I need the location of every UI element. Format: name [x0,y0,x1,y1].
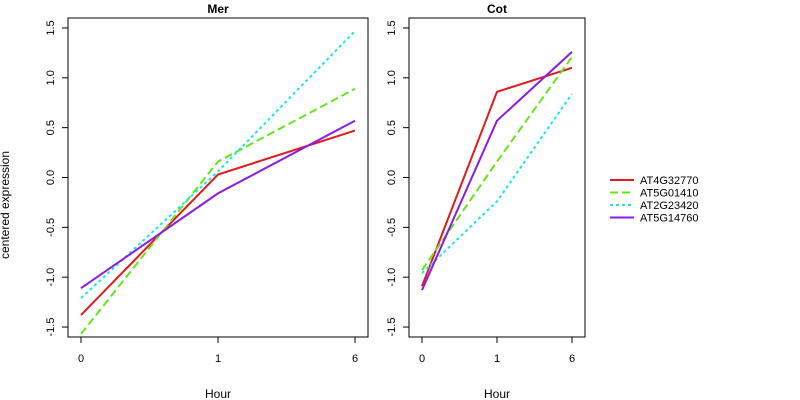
series-line-at4g32770 [421,66,573,287]
legend-label: AT4G32770 [640,175,699,187]
x-tick-label: 6 [569,353,575,365]
y-tick-label: 0.5 [45,120,57,135]
panels: Mer -1.5 -1.0 -0.5 0.0 0.5 1.0 1.5 0 1 6 Hour Cot -1.… [45,2,586,400]
plot-frame [67,17,369,338]
y-tick-label: 1.5 [386,20,398,35]
y-tick-label: 0.0 [45,170,57,185]
y-axis-label: centered expression [0,151,12,259]
x-tick-label: 0 [419,353,425,365]
series-line-at5g14760 [80,119,356,290]
x-axis-label: Hour [484,387,510,400]
series-line-at2g23420 [421,93,573,274]
legend-label: AT5G01410 [640,188,699,200]
series-line-at4g32770 [80,129,356,316]
y-tick-label: -1.0 [386,268,398,287]
x-tick-label: 6 [352,353,358,365]
legend-item: AT5G01410 [610,188,699,200]
y-tick-label: -1.0 [45,268,57,287]
panel-cot: Cot -1.5 -1.0 -0.5 0.0 0.5 1.0 1.5 0 1 6 Hour [386,2,586,400]
plot-frame [408,17,586,338]
y-tick-label: 1.0 [386,70,398,85]
legend-item: AT4G32770 [610,175,699,187]
y-tick-label: 0.5 [386,120,398,135]
y-tick-label: 1.0 [45,70,57,85]
series-line-at2g23420 [80,30,356,299]
y-tick-label: 1.5 [45,20,57,35]
legend-item: AT2G23420 [610,200,699,212]
series-line-at5g01410 [80,87,356,335]
y-tick-label: 0.0 [386,170,398,185]
panel-title: Cot [487,2,507,16]
legend-label: AT2G23420 [640,200,699,212]
y-tick-label: -0.5 [386,218,398,237]
series-line-at5g14760 [421,51,573,291]
panel-title: Mer [207,2,229,16]
y-tick-label: -0.5 [45,218,57,237]
x-tick-label: 1 [494,353,500,365]
y-tick-label: -1.5 [45,318,57,337]
panel-mer: Mer -1.5 -1.0 -0.5 0.0 0.5 1.0 1.5 0 1 6 Hour [45,2,369,400]
x-tick-label: 1 [215,353,221,365]
y-tick-label: -1.5 [386,318,398,337]
x-axis-label: Hour [205,387,231,400]
legend-label: AT5G14760 [640,213,699,225]
x-tick-label: 0 [78,353,84,365]
legend-item: AT5G14760 [610,213,699,225]
